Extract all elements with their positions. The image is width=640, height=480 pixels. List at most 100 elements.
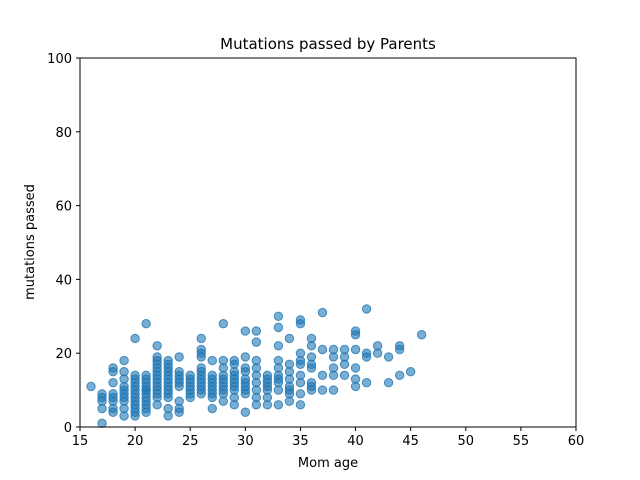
data-point <box>251 326 262 336</box>
data-point <box>262 400 273 410</box>
data-point <box>141 318 151 329</box>
data-point <box>196 333 206 344</box>
data-point <box>163 392 173 403</box>
data-point <box>317 385 328 395</box>
x-tick-label: 45 <box>402 434 419 449</box>
data-point <box>119 411 129 421</box>
data-point <box>240 352 251 362</box>
data-point <box>317 344 328 355</box>
data-point <box>328 352 339 362</box>
data-point <box>130 411 140 421</box>
data-point <box>383 352 394 362</box>
data-point <box>339 359 350 369</box>
y-tick-label: 40 <box>55 273 72 288</box>
x-tick-label: 55 <box>513 434 530 449</box>
data-point <box>328 385 339 395</box>
data-point <box>251 400 262 410</box>
data-point <box>273 400 284 410</box>
y-axis-ticks: 0 20 40 60 80 100 <box>47 52 80 436</box>
x-tick-label: 25 <box>182 434 199 449</box>
data-point <box>130 374 140 384</box>
data-point <box>108 407 118 417</box>
data-point <box>240 326 251 336</box>
y-tick-label: 60 <box>55 200 72 215</box>
data-point <box>218 396 228 406</box>
data-point <box>284 333 295 344</box>
x-axis-ticks: 15 20 25 30 35 40 45 50 55 60 <box>72 427 585 449</box>
data-point <box>295 378 306 388</box>
data-point <box>229 400 240 410</box>
data-point <box>152 341 162 351</box>
data-point <box>174 352 184 362</box>
data-point <box>240 389 251 399</box>
data-point <box>108 366 118 377</box>
data-point <box>240 407 251 417</box>
data-point <box>196 389 206 399</box>
x-tick-label: 60 <box>568 434 585 449</box>
data-point <box>251 337 262 347</box>
data-point <box>86 381 96 392</box>
data-point <box>130 333 140 344</box>
data-point <box>273 341 284 351</box>
data-point <box>372 348 383 358</box>
data-point <box>152 400 162 410</box>
data-point <box>416 330 427 340</box>
data-point <box>163 411 173 421</box>
y-tick-label: 100 <box>47 52 72 67</box>
y-tick-label: 80 <box>55 126 72 141</box>
data-point <box>350 363 361 373</box>
data-point <box>207 403 217 414</box>
y-tick-label: 0 <box>64 421 72 436</box>
data-point <box>306 341 317 351</box>
data-point <box>174 381 184 392</box>
data-point <box>273 385 284 395</box>
chart-title: Mutations passed by Parents <box>220 35 436 53</box>
data-point <box>207 392 217 403</box>
data-point <box>339 370 350 381</box>
data-point <box>350 381 361 392</box>
x-tick-label: 30 <box>237 434 254 449</box>
data-point <box>350 344 361 355</box>
data-point <box>394 344 405 355</box>
data-point <box>108 378 118 388</box>
data-point <box>328 370 339 381</box>
data-point <box>207 355 217 366</box>
data-point <box>97 389 107 399</box>
data-point <box>361 304 372 314</box>
x-tick-label: 20 <box>127 434 144 449</box>
data-point <box>141 407 151 417</box>
x-tick-label: 15 <box>72 434 89 449</box>
data-point <box>273 322 284 333</box>
data-point <box>317 307 328 318</box>
y-axis-label: mutations passed <box>23 184 38 300</box>
x-axis-label: Mom age <box>298 456 358 471</box>
data-point <box>295 359 306 369</box>
data-point <box>295 400 306 410</box>
data-point <box>383 378 394 388</box>
data-point <box>306 363 317 373</box>
data-point <box>295 318 306 329</box>
y-tick-label: 20 <box>55 347 72 362</box>
data-point <box>196 352 206 362</box>
data-point <box>306 385 317 395</box>
data-point <box>141 385 151 395</box>
data-point <box>405 366 416 377</box>
data-point <box>97 418 107 429</box>
data-point <box>295 389 306 399</box>
x-tick-label: 35 <box>292 434 309 449</box>
data-point <box>174 407 184 417</box>
data-point <box>361 378 372 388</box>
x-tick-label: 40 <box>347 434 364 449</box>
data-point <box>317 370 328 381</box>
x-tick-label: 50 <box>458 434 475 449</box>
data-point <box>273 311 284 321</box>
data-points <box>86 304 427 429</box>
data-point <box>119 355 129 366</box>
plot-frame <box>79 57 577 428</box>
data-point <box>97 403 107 414</box>
data-point <box>394 370 405 381</box>
data-point <box>361 352 372 362</box>
